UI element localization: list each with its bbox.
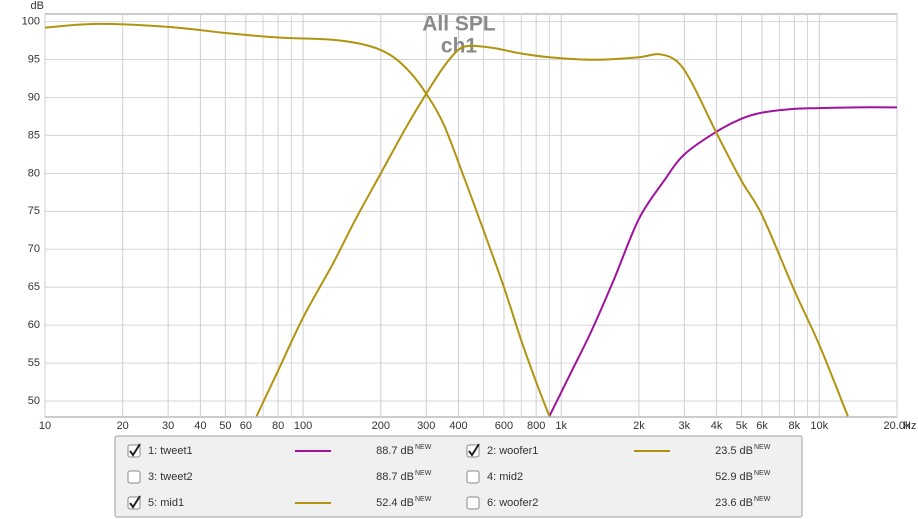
legend-badge: NEW bbox=[415, 470, 432, 477]
x-tick-label: 300 bbox=[417, 420, 435, 432]
x-tick-label: 20.0k bbox=[884, 420, 911, 432]
x-tick-label: 10 bbox=[39, 420, 51, 432]
x-tick-label: 100 bbox=[294, 420, 312, 432]
y-tick-label: 50 bbox=[28, 395, 40, 407]
y-tick-label: 65 bbox=[28, 281, 40, 293]
x-tick-label: 80 bbox=[272, 420, 284, 432]
y-axis-label: dB bbox=[31, 0, 44, 12]
legend-checkmark bbox=[129, 443, 141, 457]
legend-badge: NEW bbox=[754, 444, 771, 451]
y-tick-label: 75 bbox=[28, 205, 40, 217]
plot-area bbox=[44, 13, 898, 418]
legend-level: 88.7 dB bbox=[376, 445, 414, 457]
legend-name: 1: tweet1 bbox=[148, 445, 193, 457]
legend-name: 2: woofer1 bbox=[487, 445, 538, 457]
legend-checkbox[interactable] bbox=[466, 496, 480, 510]
x-tick-label: 600 bbox=[495, 420, 513, 432]
legend-level: 52.9 dB bbox=[715, 471, 753, 483]
legend-name: 6: woofer2 bbox=[487, 497, 538, 509]
legend-level: 23.6 dB bbox=[715, 497, 753, 509]
x-tick-label: 200 bbox=[372, 420, 390, 432]
legend-badge: NEW bbox=[415, 444, 432, 451]
legend-checkmark bbox=[129, 495, 141, 509]
x-tick-label: 2k bbox=[633, 420, 645, 432]
y-tick-label: 90 bbox=[28, 91, 40, 103]
legend-name: 5: mid1 bbox=[148, 497, 184, 509]
x-tick-label: 4k bbox=[711, 420, 723, 432]
legend-badge: NEW bbox=[754, 470, 771, 477]
legend-name: 4: mid2 bbox=[487, 471, 523, 483]
legend-level: 52.4 dB bbox=[376, 497, 414, 509]
x-tick-label: 3k bbox=[679, 420, 691, 432]
x-tick-label: 800 bbox=[527, 420, 545, 432]
series-line bbox=[548, 106, 897, 417]
y-tick-label: 80 bbox=[28, 167, 40, 179]
x-tick-label: 6k bbox=[756, 420, 768, 432]
x-tick-label: 20 bbox=[117, 420, 129, 432]
y-tick-label: 55 bbox=[28, 357, 40, 369]
series-line bbox=[45, 22, 551, 417]
grid bbox=[44, 14, 898, 417]
x-tick-label: 10k bbox=[810, 420, 828, 432]
x-tick-label: 60 bbox=[240, 420, 252, 432]
x-tick-label: 30 bbox=[162, 420, 174, 432]
chart-subtitle: ch1 bbox=[441, 35, 478, 58]
legend-level: 88.7 dB bbox=[376, 471, 414, 483]
legend-name: 3: tweet2 bbox=[148, 471, 193, 483]
legend-checkbox[interactable] bbox=[127, 470, 141, 484]
legend-checkbox[interactable] bbox=[466, 470, 480, 484]
legend-panel bbox=[114, 435, 803, 518]
x-tick-label: 8k bbox=[788, 420, 800, 432]
y-tick-label: 70 bbox=[28, 243, 40, 255]
legend-badge: NEW bbox=[415, 496, 432, 503]
chart-title: All SPL bbox=[422, 13, 496, 36]
x-tick-label: 40 bbox=[194, 420, 206, 432]
x-tick-label: 400 bbox=[449, 420, 467, 432]
legend-checkmark bbox=[468, 443, 480, 457]
y-tick-label: 60 bbox=[28, 319, 40, 331]
x-tick-label: 50 bbox=[219, 420, 231, 432]
series-line bbox=[255, 44, 849, 417]
y-tick-label: 95 bbox=[28, 53, 40, 65]
y-tick-label: 100 bbox=[22, 15, 40, 27]
legend-badge: NEW bbox=[754, 496, 771, 503]
y-tick-label: 85 bbox=[28, 129, 40, 141]
legend-level: 23.5 dB bbox=[715, 445, 753, 457]
x-tick-label: 1k bbox=[555, 420, 567, 432]
x-axis-label: Hz bbox=[903, 420, 916, 432]
x-tick-label: 5k bbox=[736, 420, 748, 432]
